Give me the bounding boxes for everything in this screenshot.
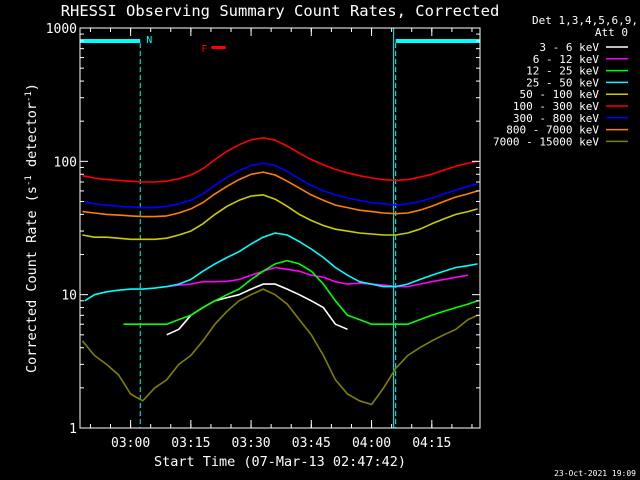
night-bar xyxy=(80,39,141,43)
y-axis-label-sup1: -1 xyxy=(24,175,34,186)
series-line xyxy=(81,288,478,406)
legend-label: 800 - 7000 keV xyxy=(506,124,599,137)
y-tick-label: 1 xyxy=(69,422,77,437)
y-tick-label: 100 xyxy=(54,155,77,170)
legend-title: Det 1,3,4,5,6,9, xyxy=(532,14,638,27)
flare-bar xyxy=(211,46,226,49)
series-line xyxy=(82,194,478,241)
y-axis-label-end: ) xyxy=(24,83,40,91)
x-tick-label: 03:30 xyxy=(232,436,271,451)
legend-label: 300 - 800 keV xyxy=(513,112,599,125)
footer-timestamp: 23-Oct-2021 19:09 xyxy=(554,469,636,478)
y-axis-label-sup2: -1 xyxy=(24,91,34,102)
y-axis-label-main: Corrected Count Rate (s xyxy=(24,186,40,373)
series-line xyxy=(82,162,478,209)
legend-label: 12 - 25 keV xyxy=(526,65,599,78)
x-axis-ticks: 03:00 03:15 03:30 03:45 04:00 04:15 xyxy=(89,28,473,451)
series-line xyxy=(82,171,478,218)
series-line xyxy=(84,232,478,302)
y-tick-label: 10 xyxy=(61,289,77,304)
plot-area: NF xyxy=(80,28,480,428)
x-axis-label: Start Time (07-Mar-13 02:47:42) xyxy=(154,454,406,470)
plot-frame xyxy=(79,27,481,429)
x-tick-label: 03:00 xyxy=(111,436,150,451)
x-tick-label: 04:15 xyxy=(412,436,451,451)
legend-label: 7000 - 15000 keV xyxy=(493,135,599,148)
series-line xyxy=(123,259,478,326)
chart-title: RHESSI Observing Summary Count Rates, Co… xyxy=(61,2,500,20)
night-bar xyxy=(395,39,480,43)
y-tick-label: 1000 xyxy=(46,22,77,37)
legend-title: Att 0 xyxy=(595,26,628,39)
legend-label: 50 - 100 keV xyxy=(520,88,600,101)
y-axis-label: Corrected Count Rate (s-1 detector-1) xyxy=(24,83,40,373)
legend-label: 3 - 6 keV xyxy=(539,41,599,54)
y-axis-label-mid: detector xyxy=(24,102,40,175)
series-line xyxy=(82,137,478,183)
legend-label: 100 - 300 keV xyxy=(513,100,599,113)
x-tick-label: 03:45 xyxy=(292,436,331,451)
legend-label: 25 - 50 keV xyxy=(526,76,599,89)
y-axis-ticks: 1 10 100 1000 xyxy=(46,22,480,437)
flare-marker: F xyxy=(201,44,207,55)
series-line xyxy=(166,266,469,288)
night-marker: N xyxy=(146,35,152,46)
x-tick-label: 03:15 xyxy=(171,436,210,451)
legend-label: 6 - 12 keV xyxy=(533,53,600,66)
x-tick-label: 04:00 xyxy=(352,436,391,451)
